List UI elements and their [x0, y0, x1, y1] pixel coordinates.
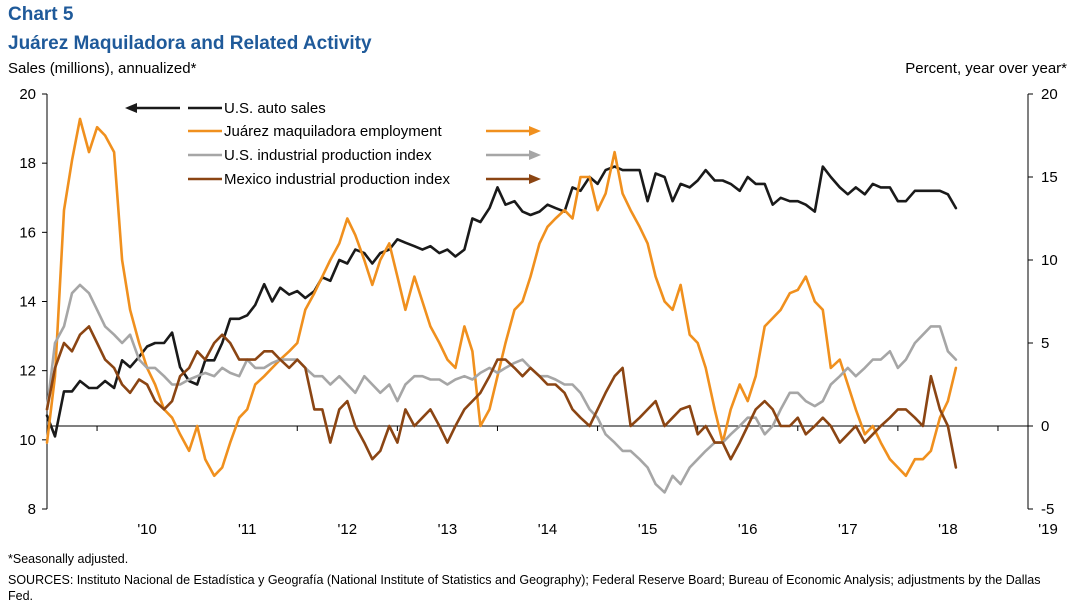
right-tick-label: 0 [1041, 418, 1049, 435]
legend-label: U.S. auto sales [224, 100, 326, 117]
left-tick-label: 10 [19, 432, 36, 449]
left-tick-label: 8 [28, 501, 36, 518]
left-tick-label: 16 [19, 224, 36, 241]
chart-title: Juárez Maquiladora and Related Activity [8, 33, 372, 54]
legend-label: Juárez maquiladora employment [224, 123, 442, 140]
x-tick-label: '19 [1038, 521, 1058, 538]
footnote: *Seasonally adjusted. [8, 552, 129, 566]
series-line-0 [45, 165, 958, 438]
x-tick-label: '12 [338, 521, 358, 538]
left-tick-label: 18 [19, 155, 36, 172]
chart-number: Chart 5 [8, 4, 74, 25]
legend-arrowhead-right [529, 174, 541, 184]
series-group [45, 117, 958, 494]
legend: U.S. auto sales Juárez maquiladora employ… [125, 100, 541, 188]
right-tick-label: -5 [1041, 501, 1054, 518]
x-tick-label: '10 [137, 521, 157, 538]
x-tick-label: '18 [938, 521, 958, 538]
series-line-3 [45, 325, 958, 469]
x-tick-label: '13 [438, 521, 458, 538]
axes-group: 8 10 12 14 16 18 20 -5 0 5 10 15 20 '10 '11 '12 '13 '14 '1… [19, 86, 1057, 538]
x-tick-label: '17 [838, 521, 858, 538]
right-tick-label: 10 [1041, 252, 1058, 269]
left-axis-label: Sales (millions), annualized* [8, 60, 197, 77]
right-axis-label: Percent, year over year* [905, 60, 1067, 77]
legend-arrowhead-left [125, 103, 137, 113]
legend-arrowhead-right [529, 126, 541, 136]
left-tick-label: 20 [19, 86, 36, 103]
legend-label: Mexico industrial production index [224, 171, 450, 188]
left-tick-label: 12 [19, 363, 36, 380]
legend-arrowhead-right [529, 150, 541, 160]
legend-label: U.S. industrial production index [224, 147, 432, 164]
x-tick-label: '11 [238, 521, 256, 538]
x-tick-label: '15 [638, 521, 658, 538]
series-line-2 [45, 283, 958, 494]
sources-note: SOURCES: Instituto Nacional de Estadísti… [8, 573, 1041, 603]
left-tick-label: 14 [19, 294, 36, 311]
x-tick-label: '14 [538, 521, 558, 538]
right-tick-label: 20 [1041, 86, 1058, 103]
right-tick-label: 5 [1041, 335, 1049, 352]
x-tick-label: '16 [738, 521, 758, 538]
right-tick-label: 15 [1041, 169, 1058, 186]
